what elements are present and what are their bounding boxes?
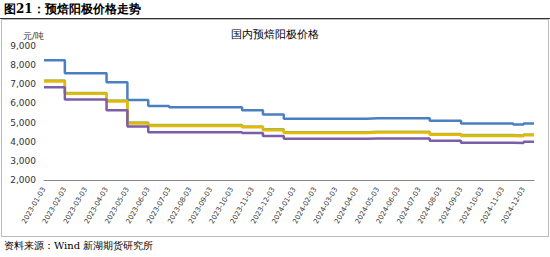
svg-text:2024-10-03: 2024-10-03 bbox=[458, 186, 486, 226]
svg-text:2023-12-03: 2023-12-03 bbox=[249, 186, 277, 226]
svg-text:元/吨: 元/吨 bbox=[23, 31, 44, 41]
svg-text:2,000: 2,000 bbox=[10, 175, 36, 185]
svg-text:2023-11-03: 2023-11-03 bbox=[228, 186, 256, 226]
svg-text:2023-04-03: 2023-04-03 bbox=[82, 186, 110, 226]
svg-text:2024-09-03: 2024-09-03 bbox=[437, 186, 465, 226]
svg-text:3,000: 3,000 bbox=[10, 156, 36, 166]
svg-text:2024-03-03: 2024-03-03 bbox=[312, 186, 340, 226]
html-text:资料来源：Wind 新湖期货研究所: 资料来源：Wind 新湖期货研究所 bbox=[4, 240, 154, 251]
svg-text:2024-11-03: 2024-11-03 bbox=[479, 186, 507, 226]
svg-text:2023-01-03: 2023-01-03 bbox=[20, 186, 48, 226]
svg-text:2023-03-03: 2023-03-03 bbox=[61, 186, 90, 226]
svg-text:2024-07-03: 2024-07-03 bbox=[395, 186, 423, 226]
svg-text:8,000: 8,000 bbox=[10, 60, 36, 70]
svg-text:2023-07-03: 2023-07-03 bbox=[145, 186, 173, 226]
svg-text:2024-02-03: 2024-02-03 bbox=[291, 186, 319, 226]
html-text:图21：预焙阳极价格走势: 图21：预焙阳极价格走势 bbox=[4, 2, 141, 16]
svg-text:2023-09-03: 2023-09-03 bbox=[187, 186, 215, 226]
svg-text:2024-01-03: 2024-01-03 bbox=[270, 186, 298, 226]
svg-text:2023-10-03: 2023-10-03 bbox=[207, 186, 236, 226]
svg-text:2023-08-03: 2023-08-03 bbox=[166, 186, 194, 226]
svg-text:2023-02-03: 2023-02-03 bbox=[41, 186, 69, 226]
svg-text:7,000: 7,000 bbox=[10, 79, 36, 89]
svg-text:2023-05-03: 2023-05-03 bbox=[103, 186, 131, 226]
svg-text:9,000: 9,000 bbox=[10, 41, 36, 51]
svg-text:5,000: 5,000 bbox=[10, 118, 36, 128]
svg-text:2024-08-03: 2024-08-03 bbox=[416, 186, 444, 226]
svg-text:6,000: 6,000 bbox=[10, 98, 36, 108]
svg-text:2024-05-03: 2024-05-03 bbox=[353, 186, 382, 226]
svg-text:2023-06-03: 2023-06-03 bbox=[124, 186, 152, 226]
svg-text:国内预焙阳极价格: 国内预焙阳极价格 bbox=[231, 28, 319, 41]
svg-text:2024-04-03: 2024-04-03 bbox=[333, 186, 361, 226]
svg-text:4,000: 4,000 bbox=[10, 137, 36, 147]
svg-text:2024-12-03: 2024-12-03 bbox=[500, 186, 527, 225]
svg-text:2024-06-03: 2024-06-03 bbox=[374, 186, 402, 226]
